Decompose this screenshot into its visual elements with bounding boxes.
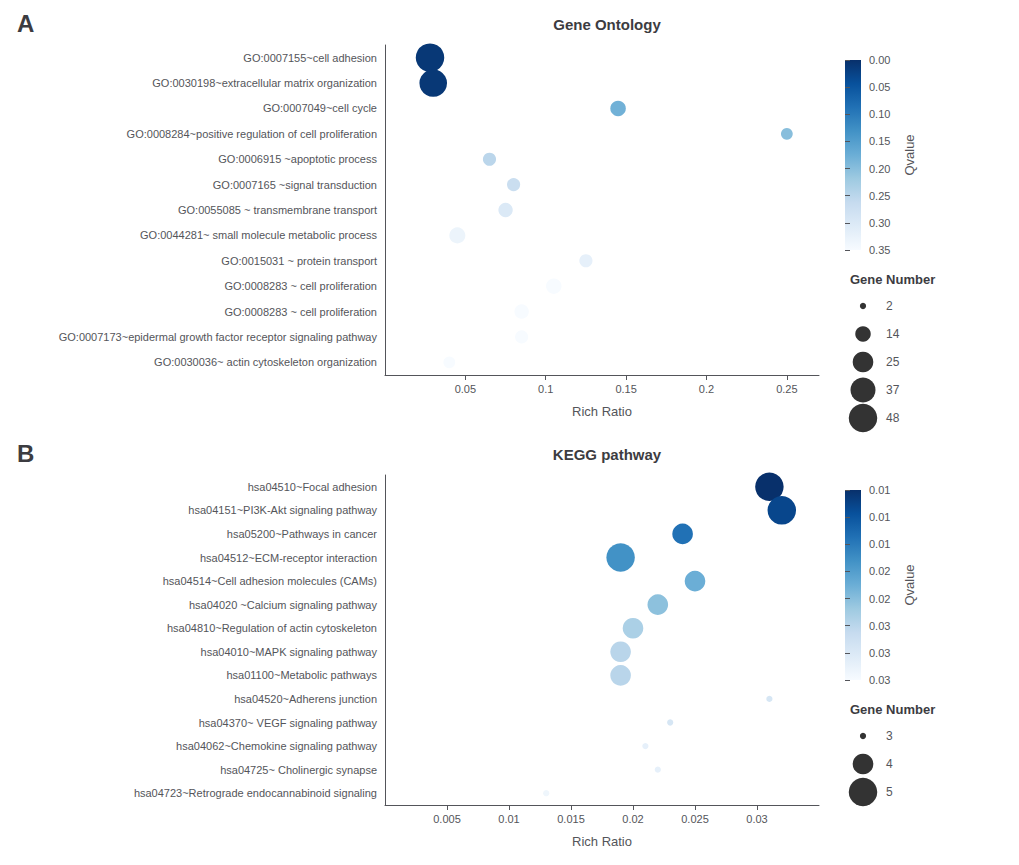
svg-text:hsa04062~Chemokine signaling p: hsa04062~Chemokine signaling pathway bbox=[176, 740, 377, 752]
svg-text:3: 3 bbox=[886, 729, 893, 743]
svg-text:hsa04725~ Cholinergic synapse: hsa04725~ Cholinergic synapse bbox=[220, 764, 377, 776]
svg-text:0.01: 0.01 bbox=[869, 511, 890, 523]
svg-text:Rich Ratio: Rich Ratio bbox=[572, 834, 632, 849]
svg-text:0.005: 0.005 bbox=[433, 813, 461, 825]
svg-text:hsa04370~ VEGF signaling pathw: hsa04370~ VEGF signaling pathway bbox=[199, 717, 378, 729]
svg-text:hsa05200~Pathways in cancer: hsa05200~Pathways in cancer bbox=[227, 528, 377, 540]
svg-text:0.05: 0.05 bbox=[455, 383, 476, 395]
svg-text:0.00: 0.00 bbox=[869, 54, 890, 66]
svg-text:0.10: 0.10 bbox=[869, 108, 890, 120]
svg-text:GO:0008283 ~ cell proliferatio: GO:0008283 ~ cell proliferation bbox=[224, 306, 377, 318]
svg-text:hsa04520~Adherens junction: hsa04520~Adherens junction bbox=[234, 693, 377, 705]
svg-text:0.20: 0.20 bbox=[869, 163, 890, 175]
svg-text:GO:0007165 ~signal transductio: GO:0007165 ~signal transduction bbox=[213, 179, 377, 191]
svg-text:Qvalue: Qvalue bbox=[902, 134, 917, 175]
svg-text:5: 5 bbox=[886, 785, 893, 799]
svg-text:GO:0030198~extracellular matri: GO:0030198~extracellular matrix organiza… bbox=[152, 77, 377, 89]
svg-text:0.03: 0.03 bbox=[869, 620, 890, 632]
svg-text:GO:0006915 ~apoptotic process: GO:0006915 ~apoptotic process bbox=[218, 153, 377, 165]
svg-text:GO:0044281~ small molecule met: GO:0044281~ small molecule metabolic pro… bbox=[140, 229, 377, 241]
svg-text:4: 4 bbox=[886, 757, 893, 771]
svg-text:GO:0007155~cell adhesion: GO:0007155~cell adhesion bbox=[243, 52, 377, 64]
svg-text:0.02: 0.02 bbox=[869, 565, 890, 577]
svg-text:37: 37 bbox=[886, 383, 900, 397]
svg-text:0.03: 0.03 bbox=[746, 813, 767, 825]
svg-text:hsa04723~Retrograde endocannab: hsa04723~Retrograde endocannabinoid sign… bbox=[134, 787, 377, 799]
svg-text:hsa01100~Metabolic pathways: hsa01100~Metabolic pathways bbox=[226, 669, 377, 681]
svg-text:0.2: 0.2 bbox=[699, 383, 714, 395]
svg-text:0.015: 0.015 bbox=[557, 813, 585, 825]
svg-text:14: 14 bbox=[886, 327, 900, 341]
svg-text:hsa04512~ECM-receptor interact: hsa04512~ECM-receptor interaction bbox=[200, 552, 377, 564]
svg-text:A: A bbox=[17, 10, 34, 37]
svg-text:0.35: 0.35 bbox=[869, 244, 890, 256]
svg-text:hsa04510~Focal adhesion: hsa04510~Focal adhesion bbox=[248, 481, 377, 493]
svg-text:0.1: 0.1 bbox=[538, 383, 553, 395]
svg-text:48: 48 bbox=[886, 411, 900, 425]
svg-text:0.01: 0.01 bbox=[498, 813, 519, 825]
svg-text:Rich Ratio: Rich Ratio bbox=[572, 404, 632, 419]
svg-text:Gene Ontology: Gene Ontology bbox=[553, 16, 661, 33]
svg-text:Gene Number: Gene Number bbox=[850, 272, 935, 287]
svg-text:GO:0008284~positive regulation: GO:0008284~positive regulation of cell p… bbox=[127, 128, 377, 140]
svg-text:0.03: 0.03 bbox=[869, 647, 890, 659]
svg-text:0.25: 0.25 bbox=[869, 190, 890, 202]
svg-text:Qvalue: Qvalue bbox=[902, 564, 917, 605]
svg-text:KEGG pathway: KEGG pathway bbox=[553, 446, 662, 463]
svg-text:25: 25 bbox=[886, 355, 900, 369]
svg-text:hsa04514~Cell adhesion molecul: hsa04514~Cell adhesion molecules (CAMs) bbox=[163, 575, 377, 587]
svg-text:0.02: 0.02 bbox=[622, 813, 643, 825]
svg-text:GO:0015031 ~ protein transport: GO:0015031 ~ protein transport bbox=[221, 255, 377, 267]
svg-text:B: B bbox=[17, 440, 34, 467]
svg-text:GO:0055085 ~ transmembrane tra: GO:0055085 ~ transmembrane transport bbox=[178, 204, 377, 216]
svg-text:0.025: 0.025 bbox=[681, 813, 709, 825]
svg-text:0.30: 0.30 bbox=[869, 217, 890, 229]
svg-text:0.15: 0.15 bbox=[615, 383, 636, 395]
svg-text:GO:0030036~ actin cytoskeleton: GO:0030036~ actin cytoskeleton organizat… bbox=[154, 356, 377, 368]
svg-text:0.01: 0.01 bbox=[869, 484, 890, 496]
svg-text:0.15: 0.15 bbox=[869, 135, 890, 147]
svg-text:0.02: 0.02 bbox=[869, 593, 890, 605]
svg-text:hsa04810~Regulation of actin c: hsa04810~Regulation of actin cytoskeleto… bbox=[167, 622, 377, 634]
svg-text:GO:0007049~cell cycle: GO:0007049~cell cycle bbox=[263, 102, 377, 114]
svg-text:0.05: 0.05 bbox=[869, 81, 890, 93]
svg-text:GO:0008283 ~ cell proliferatio: GO:0008283 ~ cell proliferation bbox=[224, 280, 377, 292]
svg-text:0.03: 0.03 bbox=[869, 674, 890, 686]
svg-text:hsa04151~PI3K-Akt signaling pa: hsa04151~PI3K-Akt signaling pathway bbox=[188, 504, 377, 516]
svg-text:hsa04010~MAPK signaling pathwa: hsa04010~MAPK signaling pathway bbox=[201, 646, 378, 658]
svg-text:0.25: 0.25 bbox=[776, 383, 797, 395]
svg-text:hsa04020 ~Calcium signaling pa: hsa04020 ~Calcium signaling pathway bbox=[189, 599, 378, 611]
svg-text:GO:0007173~epidermal growth fa: GO:0007173~epidermal growth factor recep… bbox=[59, 331, 378, 343]
svg-text:2: 2 bbox=[886, 299, 893, 313]
svg-text:Gene Number: Gene Number bbox=[850, 702, 935, 717]
svg-text:0.01: 0.01 bbox=[869, 538, 890, 550]
